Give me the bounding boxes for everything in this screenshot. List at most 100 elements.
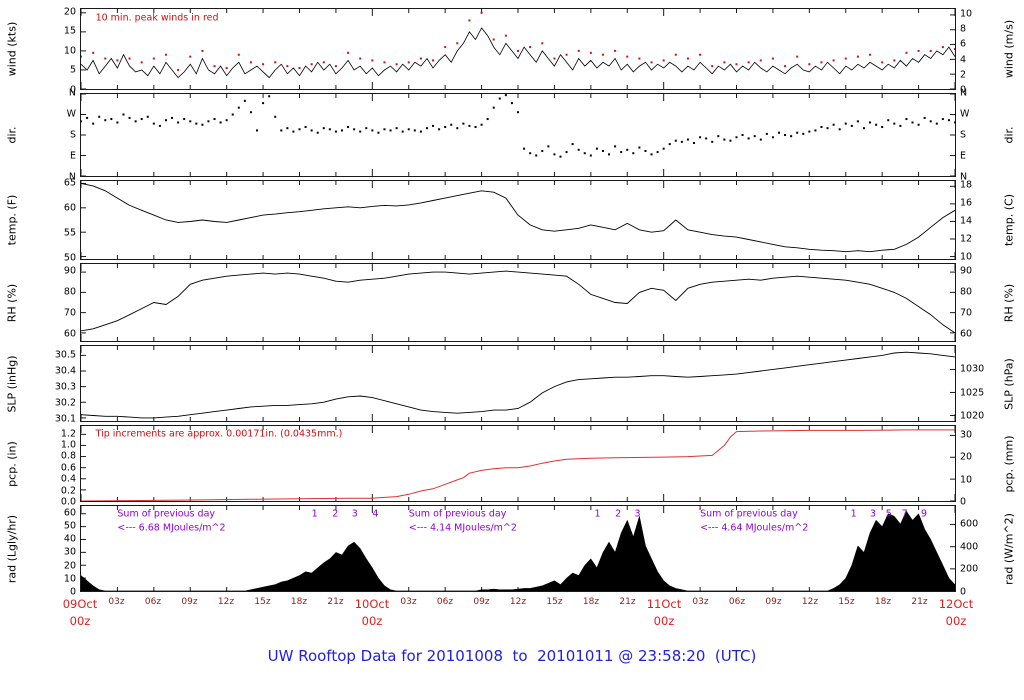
annotation: 3	[870, 508, 877, 520]
panel-pressure: SLP (inHg) 30.1 30.2 30.3 30.4 30.5 1020 1025…	[0, 345, 1024, 424]
y-tick-label: 30.2	[54, 397, 76, 409]
y-tick-label: 90	[960, 265, 973, 277]
panel-radiation: rad (Lgly/hr) 0 10 20 30 40 50 60 Sum of previ…	[0, 505, 1024, 598]
panel-wind: wind (kts) 0 5 10 15 20 10 min. peak winds i…	[0, 6, 1024, 95]
y-tick-label: 15	[63, 25, 76, 37]
y-tick-label: 0	[960, 586, 967, 598]
x-axis-right-gutter	[956, 595, 994, 635]
y-tick-label: 6	[960, 38, 967, 50]
y-tick-label: N	[68, 87, 76, 99]
annotation: <--- 4.64 MJoules/m^2	[700, 522, 809, 534]
y-tick-label: 20	[960, 451, 973, 463]
chart-title: UW Rooftop Data for 20101008 to 20101011…	[267, 647, 757, 665]
y-tick-label: 30	[63, 546, 76, 558]
axis-title-text: rad (Lgly/hr)	[5, 514, 19, 583]
y-tick-label: S	[960, 129, 967, 141]
y-tick-label: 30.3	[54, 381, 76, 393]
dir-right-axis-title: dir.	[994, 93, 1024, 177]
y-tick-label: 200	[960, 563, 979, 575]
x-tick-label: 09z	[765, 597, 782, 607]
rad-left-axis-title: rad (Lgly/hr)	[0, 505, 24, 592]
y-tick-label: 30.5	[54, 349, 76, 361]
rad-yticks-left: 0 10 20 30 40 50 60	[24, 505, 80, 597]
y-tick-label: 5	[69, 64, 76, 76]
annotation: 1	[594, 508, 601, 520]
annotation: 1	[850, 508, 857, 520]
y-tick-label: 10	[63, 573, 76, 585]
y-tick-label: 10	[960, 474, 973, 486]
y-tick-label: 1030	[960, 363, 985, 375]
y-tick-label: 10	[960, 251, 973, 263]
y-tick-label: 20	[63, 6, 76, 18]
y-tick-label: 0.8	[60, 450, 76, 462]
panel-precip: pcp. (in) 0.0 0.2 0.4 0.6 0.8 1.0 1.2 Tip incr…	[0, 425, 1024, 508]
y-tick-label: 55	[63, 227, 76, 238]
y-tick-label: E	[69, 150, 76, 162]
slp-left-axis-title: SLP (inHg)	[0, 345, 24, 422]
x-tick-label: 21z	[619, 597, 636, 607]
annotation: Sum of previous day	[700, 508, 798, 520]
x-tick-label: 12z	[509, 597, 527, 607]
y-tick-label: 30.4	[54, 365, 76, 377]
y-tick-label: 0.2	[60, 485, 76, 497]
dir-left-axis-title: dir.	[0, 93, 24, 177]
temp-yticks-right: 10 12 14 16 18	[956, 180, 994, 263]
pcp-right-axis-title: pcp. (mm)	[994, 425, 1024, 502]
pcp-yticks-right: 0 10 20 30	[956, 425, 994, 507]
annotation: 2	[332, 508, 339, 520]
axis-title-text: wind (m/s)	[1002, 19, 1016, 79]
y-tick-label: 0	[960, 84, 967, 96]
y-tick-label: 60	[63, 507, 76, 519]
annotation: 3	[351, 508, 358, 520]
annotation: 10 min. peak winds in red	[95, 12, 219, 24]
axis-title-text: pcp. (mm)	[1002, 434, 1016, 493]
y-tick-label: 10	[960, 8, 973, 20]
x-axis-left-spacer	[0, 595, 24, 635]
x-tick-label: 03z	[400, 597, 417, 607]
y-tick-label: N	[68, 171, 76, 183]
x-tick-label: 03z	[692, 597, 709, 607]
y-tick-label: 90	[63, 265, 76, 277]
x-day-label: 09Oct 00z	[62, 597, 98, 629]
x-axis: 03z 06z 09z 12z 15z 18z 21z 03z 06z 09z 12z 15z 18z 2…	[0, 595, 1024, 635]
slp-plot	[80, 345, 956, 422]
rh-yticks-left: 60 70 80 90	[24, 263, 80, 342]
y-tick-label: 10	[63, 45, 76, 57]
wind-left-axis-title: wind (kts)	[0, 8, 24, 90]
x-tick-label: 15z	[546, 597, 563, 607]
x-day-label: 12Oct 00z	[938, 597, 974, 629]
rh-left-axis-title: RH (%)	[0, 263, 24, 342]
y-tick-label: S	[69, 129, 76, 141]
wind-plot: 10 min. peak winds in red	[80, 8, 956, 90]
dir-plot	[80, 93, 956, 177]
y-tick-label: 0	[69, 84, 76, 96]
x-day-label: 11Oct 00z	[646, 597, 682, 629]
x-tick-label: 18z	[290, 597, 308, 607]
y-tick-label: 4	[960, 54, 967, 66]
annotation: 5	[885, 508, 892, 520]
pcp-left-axis-title: pcp. (in)	[0, 425, 24, 502]
pcp-yticks-left: 0.0 0.2 0.4 0.6 0.8 1.0 1.2	[24, 425, 80, 507]
x-tick-label: 18z	[582, 597, 600, 607]
annotation: <--- 4.14 MJoules/m^2	[408, 522, 517, 534]
wind-right-axis-title: wind (m/s)	[994, 8, 1024, 90]
y-tick-label: 70	[960, 307, 973, 319]
panel-humidity: RH (%) 60 70 80 90 60 70 80 90 RH (%)	[0, 263, 1024, 342]
rh-yticks-right: 60 70 80 90	[956, 263, 994, 342]
annotation: <--- 6.68 MJoules/m^2	[117, 522, 226, 534]
annotation: Sum of previous day	[408, 508, 507, 520]
y-tick-label: 0.4	[60, 473, 76, 485]
axis-title-text: RH (%)	[5, 283, 19, 322]
axis-title-text: RH (%)	[1002, 283, 1016, 322]
y-tick-label: N	[960, 171, 968, 183]
axis-title-text: SLP (hPa)	[1002, 357, 1016, 410]
x-tick-label: 15z	[254, 597, 271, 607]
slp-yticks-left: 30.1 30.2 30.3 30.4 30.5	[24, 345, 80, 424]
x-axis-labels: 03z 06z 09z 12z 15z 18z 21z 03z 06z 09z 12z 15z 18z 2…	[63, 595, 974, 635]
y-tick-label: 50	[63, 252, 76, 263]
y-tick-label: W	[66, 108, 76, 120]
y-tick-label: E	[960, 150, 967, 162]
y-tick-label: 60	[63, 328, 76, 340]
